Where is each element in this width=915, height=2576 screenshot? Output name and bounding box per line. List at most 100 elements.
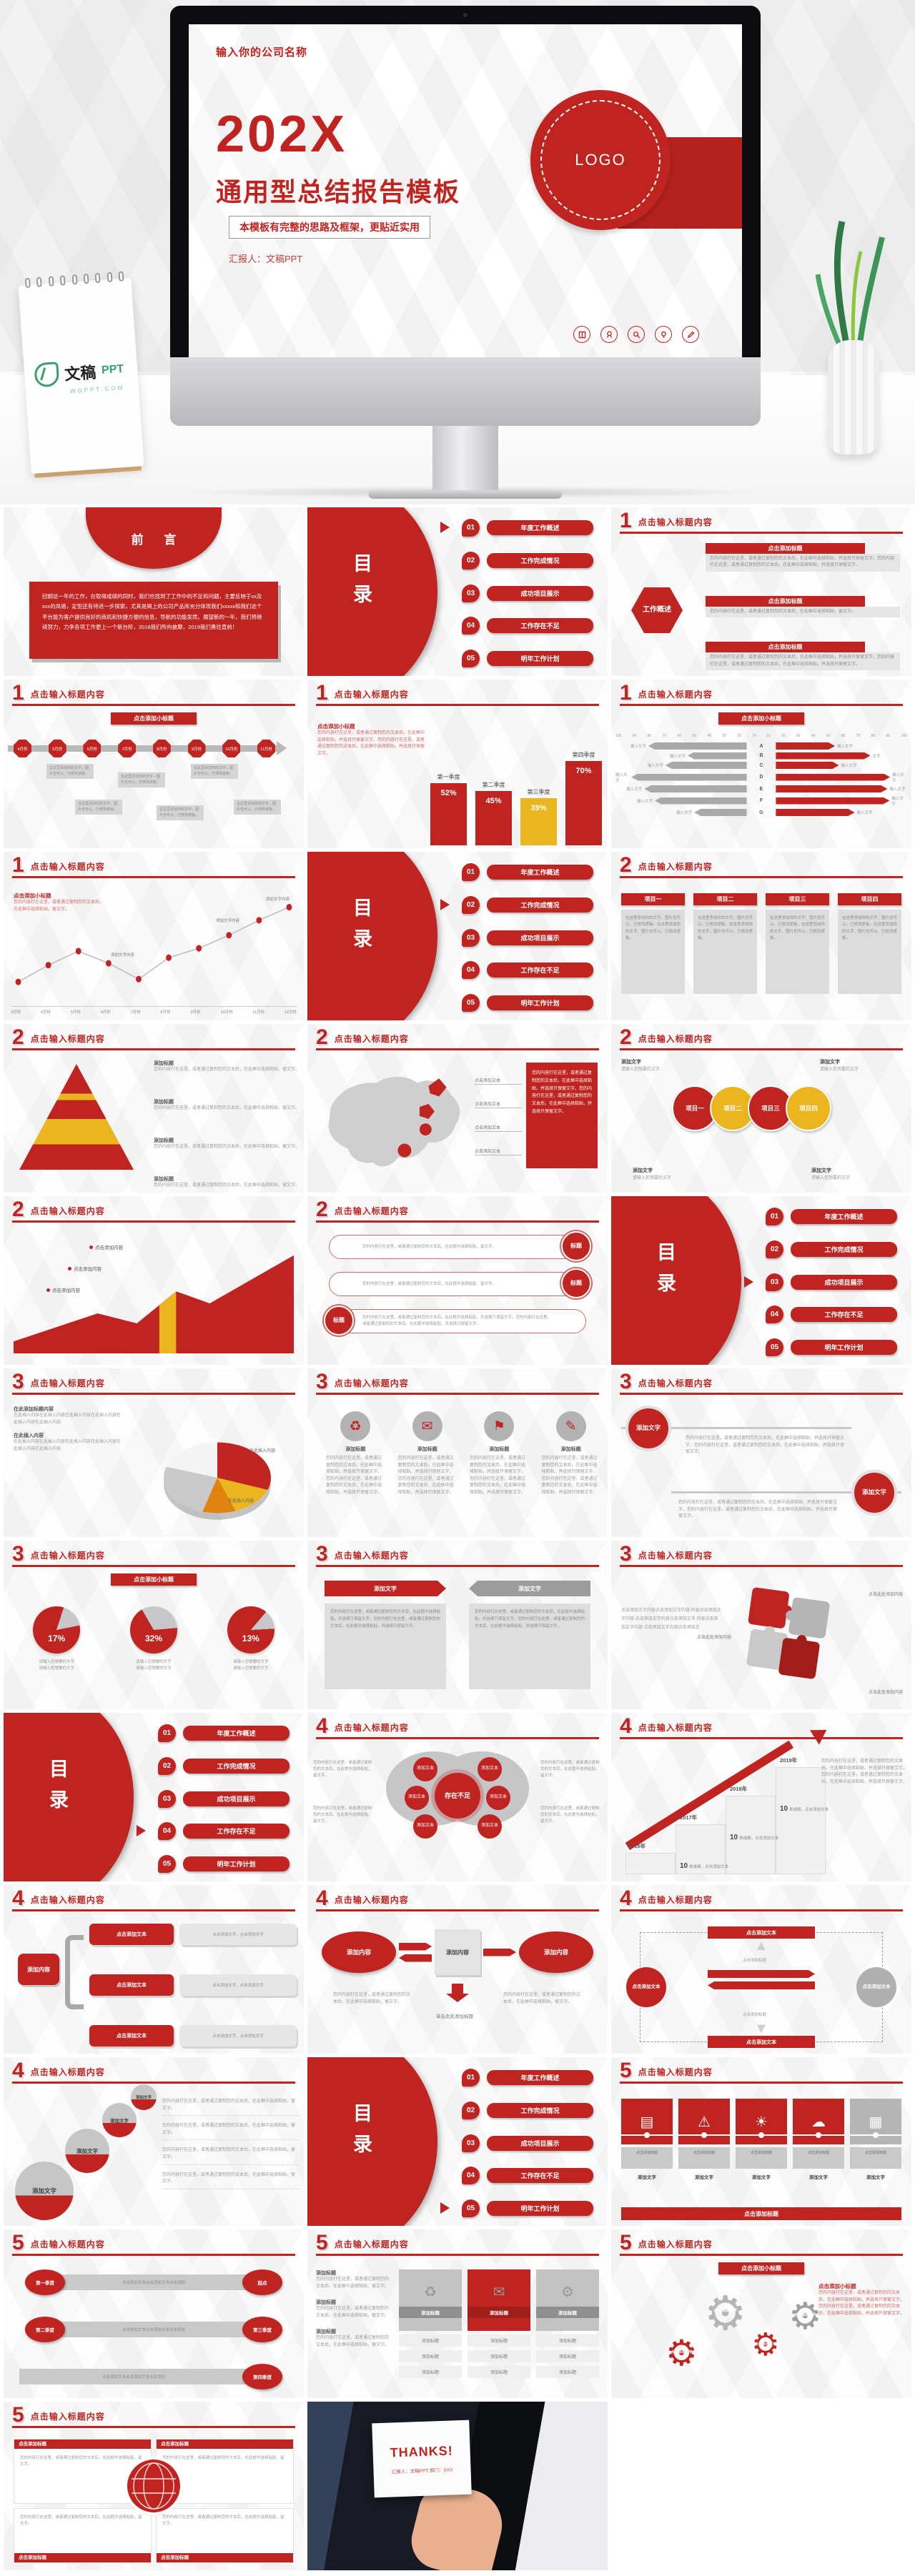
title-year: 202X [216, 106, 348, 163]
right-bar [776, 809, 854, 816]
slide-donut-percent: 3 点击输入标题内容 点击添加小标题 17% 请输入您想要的文字 请输入您想要的文字 … [4, 1541, 304, 1709]
hub-center: 存在不足 [435, 1773, 480, 1819]
project-column: 项目四 在这里添加你的文字，图片也可以，已修改遮板。在这里添加你的文字，图片也可… [838, 893, 901, 994]
right-bar [776, 797, 889, 805]
right-bar [776, 774, 890, 781]
bar-chart: 第一季度 52% 第二季度 45% 第三季度 39% 第四季度 70% [430, 725, 602, 845]
toc-item: 01 年度工作概述 [158, 1724, 290, 1742]
toc-item: 03 成功项目展示 [462, 2134, 593, 2152]
left-bar [655, 797, 747, 805]
timeline-node: 11月份 [257, 740, 275, 757]
point-label: 添加文字内容 [215, 919, 239, 923]
thanks-title: THANKS! [390, 2442, 453, 2460]
tornado-row: 输入文字 A 输入文字 [615, 742, 907, 750]
company-name: 输入你的公司名称 [216, 46, 308, 59]
bar-label: 输入文字 [669, 754, 686, 759]
title-main: 通用型总结报告模板 [216, 177, 461, 207]
preface-body: 回顾这一年的工作，在取得成绩的同时，我们也找到了工作中的不足和问题，主要反映于x… [42, 593, 262, 630]
column-header: 项目四 [838, 893, 901, 905]
x-tick: 5月份 [70, 1010, 81, 1015]
axis-tick: 30 [796, 734, 801, 738]
toc-item: 02 工作完成情况 [766, 1240, 897, 1258]
bar-label: 第三季度 [527, 789, 550, 796]
bar-label: 输入文字 [630, 745, 646, 749]
column-body: 在这里添加你的文字，图片也可以，已修改遮板。在这里添加你的文字，图片也可以，已修… [621, 910, 685, 994]
card-icon: ▤ [640, 2114, 654, 2130]
axis-tick: 70 [856, 734, 861, 738]
map-labels: 点击添加文本 点击添加文本 点击添加文本 点击添加文本 [475, 1077, 522, 1155]
bulb-icon [655, 326, 672, 343]
x-tick: 12月份 [284, 1010, 297, 1015]
slide-quarter-bars: 1 点击输入标题内容 点击添加小标题 您的内容打在这里，或者通过复制您的文本后，在… [307, 680, 608, 848]
legend-item: 添加标题 您的内容打在这里，或者通过复制您的文本后，在此框中选择粘贴，留文字。 [154, 1100, 300, 1111]
monitor-camera [463, 13, 468, 17]
overview-hexagon: 工作概述 [631, 587, 683, 633]
toc-item: 02 工作完成情况 [462, 551, 593, 570]
timeline-node: 8月份 [152, 740, 171, 757]
branch-connector [65, 1935, 84, 2009]
card-icon: ▦ [869, 2114, 883, 2130]
icon-table-column: ✉ 添加标题 添加标题 添加标题 添加标题 [468, 2269, 530, 2378]
flow-root: 添加内容 [18, 1954, 59, 1985]
x-tick: 8月份 [160, 1010, 171, 1015]
slide-area-chart: 2 点击输入标题内容 点击添加内容 点击添加内容 点击添加内容 [4, 1196, 304, 1365]
slide-toc-3: 目录 01 年度工作概述 02 工作完成情况 03 成功项目展示 04 工作存在… [611, 1196, 911, 1365]
bar: 45% [475, 791, 512, 845]
title-slide: 输入你的公司名称 202X 通用型总结报告模板 本模板有完整的思路及框架，更贴近… [189, 24, 742, 357]
slide-thanks: THANKS! 汇报人：文稿PPT 部门：XXX [307, 2402, 608, 2570]
monitor-stand-base [369, 490, 562, 499]
toc-item: 04 工作存在不足 [462, 2167, 593, 2185]
bar-column: 第四季度 70% [565, 725, 602, 845]
bar-label: 输入文字 [841, 764, 857, 768]
bar-label: 输入文字 [892, 772, 904, 783]
axis-tick: 70 [662, 734, 667, 738]
feature-icon: ✎ [555, 1411, 586, 1441]
bar-column: 第一季度 52% [430, 725, 467, 845]
monitor-mockup: 输入你的公司名称 202X 通用型总结报告模板 本模板有完整的思路及框架，更贴近… [170, 6, 761, 499]
toc-item: 01 年度工作概述 [766, 1208, 897, 1225]
donut-32: 32% [129, 1606, 177, 1653]
column-header: 项目一 [621, 893, 685, 905]
slide-china-map: 2 点击输入标题内容 点击添加文本 点击添加文本 点击添加文本 点击添加文本 您的… [307, 1024, 608, 1193]
area-chart [14, 1253, 294, 1353]
gear-icon: ⚙ 点击添加文字 [666, 2333, 698, 2373]
timeline-node: 5月份 [48, 740, 66, 757]
flow-node: 第一季度 [25, 2269, 65, 2295]
icon-column: ♻ 添加标题 您的内容打在这里，或者通过复制您的文本后，在此框中选择粘贴，并选择… [326, 1411, 385, 1497]
slide-toc-5: 目录 01 年度工作概述 02 工作完成情况 03 成功项目展示 04 工作存在… [307, 2057, 608, 2226]
tornado-row: 输入文字 D 输入文字 [615, 772, 907, 783]
bar-value: 52% [440, 788, 457, 797]
calendar-card: 文稿 PPT WGPPT.COM [18, 277, 144, 474]
preface-badge: 前 言 [86, 507, 222, 569]
left-bar [648, 742, 747, 750]
bar-value: 45% [485, 797, 502, 806]
slide-icon-columns: 3 点击输入标题内容 ♻ 添加标题 您的内容打在这里，或者通过复制您的文本后，在此… [307, 1368, 608, 1537]
slide-two-arrows: 3 点击输入标题内容 添加文字 您的内容打在这里，或者通过复制您的文本后，在此框中… [307, 1541, 608, 1709]
gray-arrow-banner: 添加文字 [469, 1581, 590, 1596]
toc-item: 02 工作完成情况 [440, 895, 593, 914]
slide-toc-1: 目录 01 年度工作概述 02 工作完成情况 03 成功项目展示 04 工作存在… [307, 507, 608, 676]
slide-branch-flow: 4 点击输入标题内容 添加内容 点击添加文本 点击添加文字，点击添加文字 点击添加文… [4, 1885, 304, 2054]
slide-timeline: 1 点击输入标题内容 点击添加小标题 4月份 5月份 6月份 7月份 8月份 9月份 10月份… [4, 680, 304, 848]
gear-icon: ⚙ 点击添加文字 [788, 2296, 822, 2337]
plant-mockup [811, 209, 896, 480]
left-bar [631, 773, 747, 781]
right-bar [776, 752, 870, 760]
thanks-line: 汇报人：文稿PPT 部门：XXX [391, 2467, 453, 2475]
toc-item: 03 成功项目展示 [158, 1789, 290, 1808]
slide-quarter-flow: 5 点击输入标题内容 第一季度 点击添加文本点击添加文本点击添加 起点 第二季度 … [4, 2229, 304, 2398]
red-arrow-banner: 添加文字 [325, 1581, 446, 1596]
project-column: 项目二 在这里添加你的文字，图片也可以，已修改遮板。在这里添加你的文字，图片也可… [693, 893, 757, 994]
axis-tick: 60 [677, 734, 682, 738]
small-title-banner: 点击添加小标题 [111, 712, 197, 725]
timeline-note: 在这里添加你的文字，图片也可以，已修改遮板。 [118, 772, 165, 787]
toc-item: 05 明年工作计划 [158, 1855, 290, 1873]
puzzle-piece [785, 1596, 831, 1639]
toc-item-number: 02 [462, 551, 480, 570]
timeline-node: 10月份 [222, 740, 241, 757]
x-tick: 3月份 [11, 1010, 21, 1015]
timeline-axis [8, 741, 287, 755]
legend-item: 添加标题 您的内容打在这里，或者通过复制您的文本后，在此框中选择粘贴，留文字。 [154, 1061, 300, 1072]
timeline-note: 在这里添加你的文字，图片也可以，已修改遮板。 [75, 800, 122, 815]
x-tick: 7月份 [130, 1010, 141, 1015]
